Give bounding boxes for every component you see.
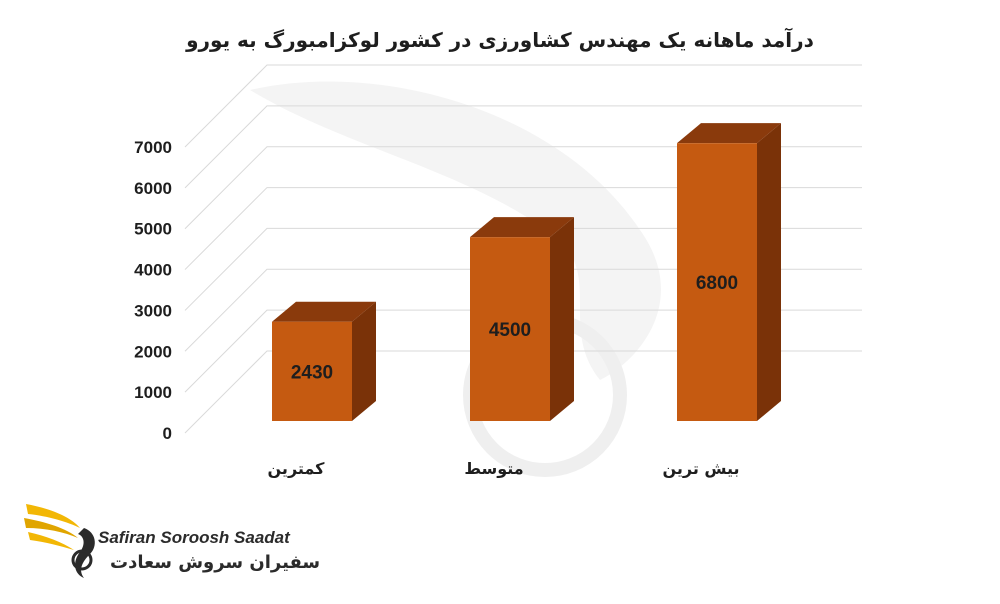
gridline bbox=[184, 187, 862, 270]
y-tick-label: 6000 bbox=[134, 179, 172, 198]
gridlines bbox=[184, 64, 862, 434]
bar-side bbox=[757, 123, 781, 422]
bar-front bbox=[470, 237, 550, 421]
x-tick-label: متوسط bbox=[464, 459, 523, 478]
x-tick-label: کمترین bbox=[268, 459, 326, 478]
gridline bbox=[184, 227, 862, 311]
data-label: 2430 bbox=[291, 362, 333, 383]
chart-title: درآمد ماهانه یک مهندس کشاورزی در کشور لو… bbox=[186, 28, 814, 52]
data-label: 6800 bbox=[696, 273, 738, 294]
bar: 4500 bbox=[470, 217, 574, 421]
y-tick-label: 1000 bbox=[134, 383, 172, 402]
brand-name-persian: سفیران سروش سعادت bbox=[110, 552, 321, 573]
bar-side bbox=[550, 217, 574, 421]
x-axis-ticks: کمترین متوسط بیش ترین bbox=[268, 459, 740, 478]
y-tick-label: 2000 bbox=[134, 342, 172, 361]
watermark-wing bbox=[250, 81, 661, 380]
brand-logo: Safiran Soroosh Saadat سفیران سروش سعادت bbox=[18, 498, 320, 588]
bar-front bbox=[272, 321, 352, 421]
bar: 2430 bbox=[272, 301, 376, 421]
gridline bbox=[184, 105, 862, 189]
bar-side bbox=[352, 301, 376, 421]
gridline bbox=[184, 268, 862, 352]
x-tick-label: بیش ترین bbox=[662, 459, 739, 478]
gridline bbox=[184, 146, 862, 230]
bar-top bbox=[677, 123, 781, 144]
y-axis-ticks: 0 1000 2000 3000 4000 5000 6000 7000 bbox=[134, 138, 172, 443]
gridline bbox=[184, 309, 862, 393]
gridline bbox=[184, 350, 862, 434]
bar-top bbox=[272, 301, 376, 322]
data-label: 4500 bbox=[489, 320, 531, 341]
bar-top bbox=[470, 217, 574, 238]
bar-front bbox=[677, 143, 757, 421]
bars: 2430 4500 6800 bbox=[272, 123, 781, 422]
y-tick-label: 0 bbox=[163, 424, 172, 443]
bar: 6800 bbox=[677, 123, 781, 422]
bird-wing-logo-icon bbox=[24, 504, 95, 578]
gridline bbox=[184, 64, 862, 148]
y-tick-label: 5000 bbox=[134, 220, 172, 239]
y-tick-label: 4000 bbox=[134, 261, 172, 280]
y-tick-label: 7000 bbox=[134, 138, 172, 157]
y-tick-label: 3000 bbox=[134, 301, 172, 320]
brand-name-latin: Safiran Soroosh Saadat bbox=[98, 528, 290, 547]
